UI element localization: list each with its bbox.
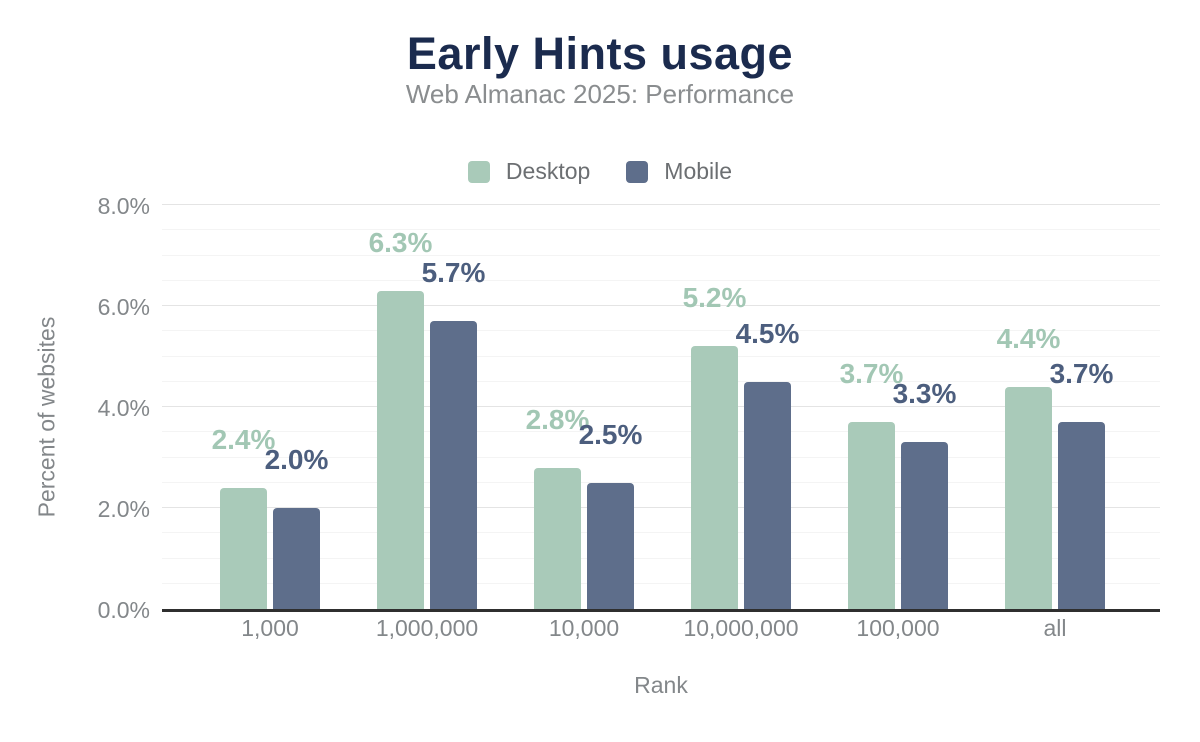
bar-label-desktop-10,000: 2.8% — [525, 403, 590, 435]
gridline-minor — [162, 229, 1160, 231]
bar-desktop-10,000[interactable] — [534, 467, 581, 609]
gridline-minor — [162, 330, 1160, 332]
y-tick-label: 4.0% — [97, 395, 150, 421]
gridline-minor — [162, 532, 1160, 534]
bar-mobile-all[interactable] — [1058, 422, 1105, 609]
bar-label-mobile-all: 3.7% — [1049, 358, 1114, 390]
gridline-major — [162, 406, 1160, 407]
legend-label-mobile: Mobile — [664, 158, 733, 184]
x-tick-label: 1,000,000 — [375, 615, 479, 641]
bar-mobile-100,000[interactable] — [901, 442, 948, 609]
gridline-minor — [162, 355, 1160, 357]
bar-label-desktop-100,000: 3.7% — [839, 358, 904, 390]
bar-label-desktop-all: 4.4% — [996, 322, 1061, 354]
bar-desktop-10,000,000[interactable] — [691, 346, 738, 609]
x-axis-title: Rank — [634, 672, 688, 698]
x-tick-label: 100,000 — [856, 615, 940, 641]
legend-label-desktop: Desktop — [505, 158, 591, 184]
bar-label-mobile-10,000,000: 4.5% — [735, 317, 800, 349]
desktop-swatch — [467, 160, 490, 183]
bar-mobile-1,000,000[interactable] — [430, 321, 477, 609]
plot-area: 2.4% 6.3% 2.8% 5.2% 3.7% 4.4% 2.0% 5.7% 2.5% 4.5%… — [162, 204, 1160, 612]
gridline-minor — [162, 380, 1160, 382]
legend-item-desktop[interactable]: Desktop — [467, 158, 591, 184]
y-tick-label: 0.0% — [97, 597, 150, 623]
gridline-minor — [162, 254, 1160, 256]
gridline-minor — [162, 557, 1160, 559]
bar-label-mobile-100,000: 3.3% — [892, 378, 957, 410]
legend: Desktop Mobile — [0, 160, 1200, 183]
gridline-minor — [162, 279, 1160, 281]
x-tick-label: 10,000,000 — [683, 615, 799, 641]
bar-desktop-1,000[interactable] — [220, 487, 267, 609]
bar-desktop-100,000[interactable] — [848, 422, 895, 609]
chart-subtitle: Web Almanac 2025: Performance — [405, 79, 795, 109]
y-tick-label: 2.0% — [97, 496, 150, 522]
gridline-minor — [162, 456, 1160, 458]
gridline-major — [162, 204, 1160, 205]
bar-label-mobile-1,000: 2.0% — [264, 444, 329, 475]
bar-desktop-all[interactable] — [1005, 386, 1052, 609]
gridline-minor — [162, 582, 1160, 584]
bar-mobile-10,000,000[interactable] — [744, 381, 791, 609]
bar-label-desktop-1,000: 2.4% — [211, 423, 276, 455]
gridline-major — [162, 305, 1160, 306]
y-tick-label: 6.0% — [97, 294, 150, 320]
gridline-minor — [162, 481, 1160, 483]
bar-label-mobile-1,000,000: 5.7% — [421, 257, 486, 289]
bar-label-desktop-1,000,000: 6.3% — [368, 226, 433, 258]
y-tick-label: 8.0% — [97, 193, 150, 219]
bar-label-desktop-10,000,000: 5.2% — [682, 282, 747, 314]
bar-mobile-1,000[interactable] — [273, 508, 320, 609]
chart-title: Early Hints usage — [406, 28, 794, 79]
legend-item-mobile[interactable]: Mobile — [626, 160, 732, 183]
x-tick-label: all — [1043, 615, 1067, 641]
gridline-minor — [162, 431, 1160, 433]
bar-desktop-1,000,000[interactable] — [377, 290, 424, 609]
gridline-major — [162, 507, 1160, 508]
x-tick-label: 10,000 — [548, 615, 620, 641]
x-tick-label: 1,000 — [241, 615, 299, 641]
bar-label-mobile-10,000: 2.5% — [578, 418, 643, 450]
mobile-swatch — [626, 160, 649, 183]
bar-mobile-10,000[interactable] — [587, 482, 634, 609]
